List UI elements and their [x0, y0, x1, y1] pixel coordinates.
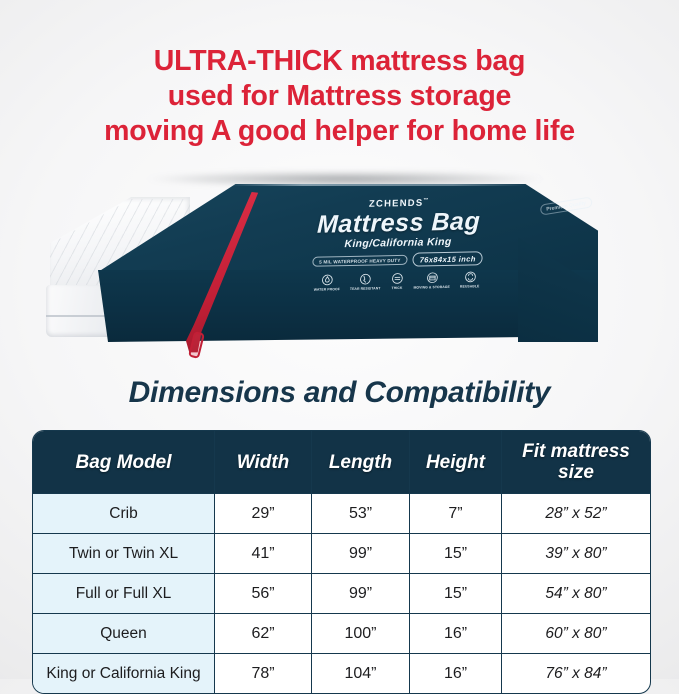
- reusable-icon-label: REUSABLE: [459, 284, 480, 289]
- header-fit-mattress-size: Fit mattress size: [502, 431, 650, 494]
- product-image: Premium Quality ZCHENDS™ Mattress Bag Ki…: [0, 172, 679, 364]
- cell-height: 16”: [410, 654, 502, 693]
- zipper-track: [186, 192, 259, 353]
- moving-storage-icon: MOVING & STORAGE: [413, 271, 450, 290]
- table-header-row: Bag Model Width Length Height Fit mattre…: [33, 431, 650, 494]
- mattress-bag: Premium Quality ZCHENDS™ Mattress Bag Ki…: [98, 184, 598, 359]
- headline-line-3: moving A good helper for home life: [104, 115, 575, 147]
- header-width: Width: [215, 431, 312, 494]
- size-pill: 76x84x15 inch: [412, 251, 484, 267]
- section-title: Dimensions and Compatibility: [128, 376, 551, 409]
- cell-length: 99”: [312, 574, 410, 614]
- bag-zipper: [186, 192, 316, 359]
- cell-height: 15”: [410, 574, 502, 614]
- tear-resistant-icon: TEAR RESISTANT: [350, 272, 381, 291]
- cell-fit: 60” x 80”: [502, 614, 650, 654]
- cell-fit: 54” x 80”: [502, 574, 650, 614]
- cell-length: 100”: [312, 614, 410, 654]
- table-row: King or California King 78” 104” 16” 76”…: [33, 654, 650, 693]
- cell-model: Crib: [33, 494, 215, 534]
- table-row: Twin or Twin XL 41” 99” 15” 39” x 80”: [33, 534, 650, 574]
- cell-width: 62”: [215, 614, 312, 654]
- cell-model: Queen: [33, 614, 215, 654]
- header-height: Height: [410, 431, 502, 494]
- cell-height: 7”: [410, 494, 502, 534]
- header-length: Length: [312, 431, 410, 494]
- cell-width: 56”: [215, 574, 312, 614]
- waterproof-icon-label: WATER PROOF: [313, 287, 340, 292]
- table-row: Full or Full XL 56” 99” 15” 54” x 80”: [33, 574, 650, 614]
- cell-width: 41”: [215, 534, 312, 574]
- cell-width: 29”: [215, 494, 312, 534]
- cell-length: 53”: [312, 494, 410, 534]
- bag-printed-label: Premium Quality ZCHENDS™ Mattress Bag Ki…: [251, 195, 593, 293]
- dimensions-table-wrapper: Bag Model Width Length Height Fit mattre…: [32, 430, 651, 694]
- infographic-page: ULTRA-THICK mattress bag used for Mattre…: [0, 44, 679, 694]
- cell-length: 99”: [312, 534, 410, 574]
- cell-model: Full or Full XL: [33, 574, 215, 614]
- headline-line-2: used for Mattress storage: [167, 80, 512, 112]
- table-header: Bag Model Width Length Height Fit mattre…: [33, 431, 650, 494]
- trademark-symbol: ™: [423, 197, 430, 204]
- reusable-icon: REUSABLE: [459, 270, 480, 289]
- cell-height: 15”: [410, 534, 502, 574]
- header-bag-model: Bag Model: [33, 431, 215, 494]
- dimensions-table: Bag Model Width Length Height Fit mattre…: [32, 430, 651, 694]
- cell-width: 78”: [215, 654, 312, 693]
- cell-length: 104”: [312, 654, 410, 693]
- bag-edge-highlight: [228, 184, 528, 186]
- table-body: Crib 29” 53” 7” 28” x 52” Twin or Twin X…: [33, 494, 650, 693]
- headline: ULTRA-THICK mattress bag used for Mattre…: [0, 44, 679, 149]
- cell-model: King or California King: [33, 654, 215, 693]
- mattress-seam: [46, 315, 142, 317]
- cell-model: Twin or Twin XL: [33, 534, 215, 574]
- bag-front-panel: [98, 270, 598, 342]
- tear-resistant-icon-label: TEAR RESISTANT: [349, 286, 381, 292]
- cell-height: 16”: [410, 614, 502, 654]
- cell-fit: 28” x 52”: [502, 494, 650, 534]
- table-row: Crib 29” 53” 7” 28” x 52”: [33, 494, 650, 534]
- feature-icon-row: WATER PROOF TEAR RESISTANT THICK MOVING …: [251, 269, 542, 293]
- headline-line-1: ULTRA-THICK mattress bag: [153, 45, 526, 77]
- table-row: Queen 62” 100” 16” 60” x 80”: [33, 614, 650, 654]
- moving-storage-icon-label: MOVING & STORAGE: [413, 285, 451, 290]
- feature-pill: 5 MIL WATERPROOF HEAVY DUTY: [312, 254, 408, 267]
- thick-icon-label: THICK: [391, 286, 403, 291]
- cell-fit: 76” x 84”: [545, 664, 607, 682]
- cell-fit: 39” x 80”: [502, 534, 650, 574]
- waterproof-icon: WATER PROOF: [314, 273, 341, 292]
- thick-icon: THICK: [390, 272, 404, 290]
